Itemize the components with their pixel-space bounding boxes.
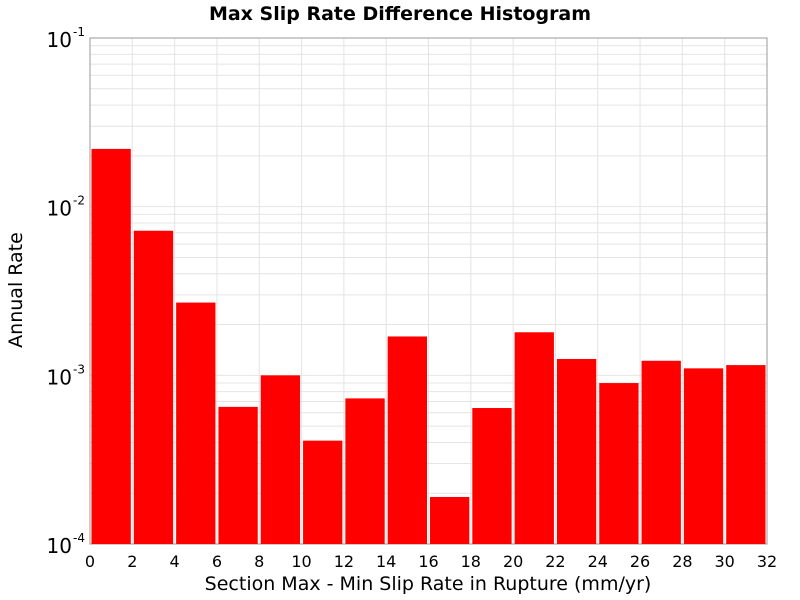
histogram-bar	[726, 365, 766, 544]
x-tick-label: 12	[334, 552, 354, 571]
y-tick-label-base: 10	[47, 365, 72, 389]
histogram-bar	[218, 406, 258, 544]
bars	[91, 148, 766, 544]
y-tick-label-base: 10	[47, 197, 72, 221]
histogram-bar	[303, 440, 343, 544]
x-tick-label: 22	[545, 552, 565, 571]
x-tick-label: 24	[588, 552, 608, 571]
x-tick-label: 16	[418, 552, 438, 571]
x-axis-label: Section Max - Min Slip Rate in Rupture (…	[205, 573, 652, 595]
histogram-bar	[472, 408, 512, 544]
histogram-bar	[514, 332, 554, 544]
histogram-bar	[91, 148, 131, 544]
x-tick-label: 32	[757, 552, 777, 571]
histogram-bar	[641, 360, 681, 544]
y-tick-label-base: 10	[47, 534, 72, 558]
x-tick-label: 14	[376, 552, 396, 571]
histogram-bar	[599, 383, 639, 544]
plot-area-border	[89, 37, 768, 545]
x-tick-label: 26	[630, 552, 650, 571]
x-tick-label: 2	[127, 552, 137, 571]
y-tick-label-exponent: -2	[73, 194, 85, 208]
x-tick-label: 20	[503, 552, 523, 571]
x-tick-label: 28	[672, 552, 692, 571]
histogram-bar	[430, 496, 470, 544]
histogram-bar	[387, 336, 427, 544]
y-tick-label-exponent: -4	[73, 531, 85, 545]
x-tick-label: 8	[254, 552, 264, 571]
histogram-bar	[556, 358, 597, 544]
x-tick-label: 4	[170, 552, 180, 571]
histogram-bar	[345, 398, 385, 544]
y-tick-label-exponent: -3	[73, 362, 85, 376]
histogram-bar	[176, 302, 216, 544]
x-tick-label: 0	[85, 552, 95, 571]
x-tick-label: 18	[461, 552, 481, 571]
y-axis-ticks: 10-410-310-210-1	[47, 25, 85, 558]
x-axis-ticks: 0 2 4 6 8 10 12 14 16 18 20 22 24 26 28 30 32	[85, 552, 777, 571]
histogram-bar	[683, 368, 724, 544]
y-axis-label: Annual Rate	[5, 232, 27, 348]
y-tick-label-base: 10	[47, 28, 72, 52]
x-tick-label: 10	[291, 552, 311, 571]
chart-title: Max Slip Rate Difference Histogram	[209, 3, 591, 25]
x-tick-label: 6	[212, 552, 222, 571]
histogram-bar	[260, 375, 301, 544]
y-tick-label-exponent: -1	[73, 25, 85, 39]
x-tick-label: 30	[715, 552, 735, 571]
histogram-bar	[133, 230, 174, 544]
